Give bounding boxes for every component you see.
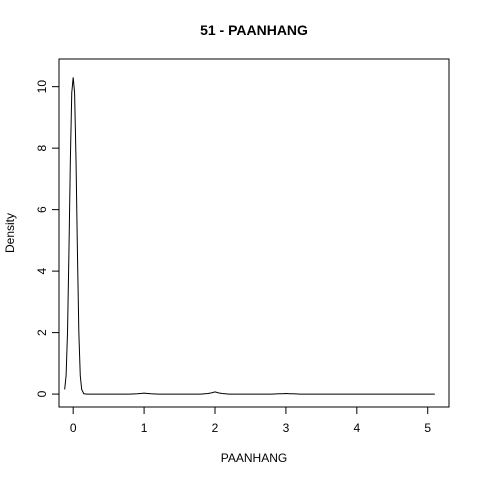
y-tick-label: 4 [35, 267, 49, 274]
y-axis: 0 2 4 6 8 10 [35, 80, 60, 397]
plot-frame [58, 58, 450, 408]
x-tick-label: 0 [70, 421, 77, 435]
y-tick-label: 10 [35, 80, 49, 94]
x-tick-label: 5 [424, 421, 431, 435]
y-axis-title: Density [3, 213, 17, 253]
y-tick-label: 0 [35, 390, 49, 397]
y-tick-label: 8 [35, 144, 49, 151]
x-tick-label: 3 [283, 421, 290, 435]
x-tick-label: 4 [353, 421, 360, 435]
y-tick-label: 6 [35, 206, 49, 213]
chart-title: 51 - PAANHANG [200, 22, 308, 38]
y-tick-label: 2 [35, 329, 49, 336]
x-axis-title: PAANHANG [221, 451, 287, 465]
x-tick-label: 2 [212, 421, 219, 435]
density-line [64, 77, 435, 395]
x-tick-label: 1 [141, 421, 148, 435]
x-axis: 0 1 2 3 4 5 [70, 406, 431, 435]
